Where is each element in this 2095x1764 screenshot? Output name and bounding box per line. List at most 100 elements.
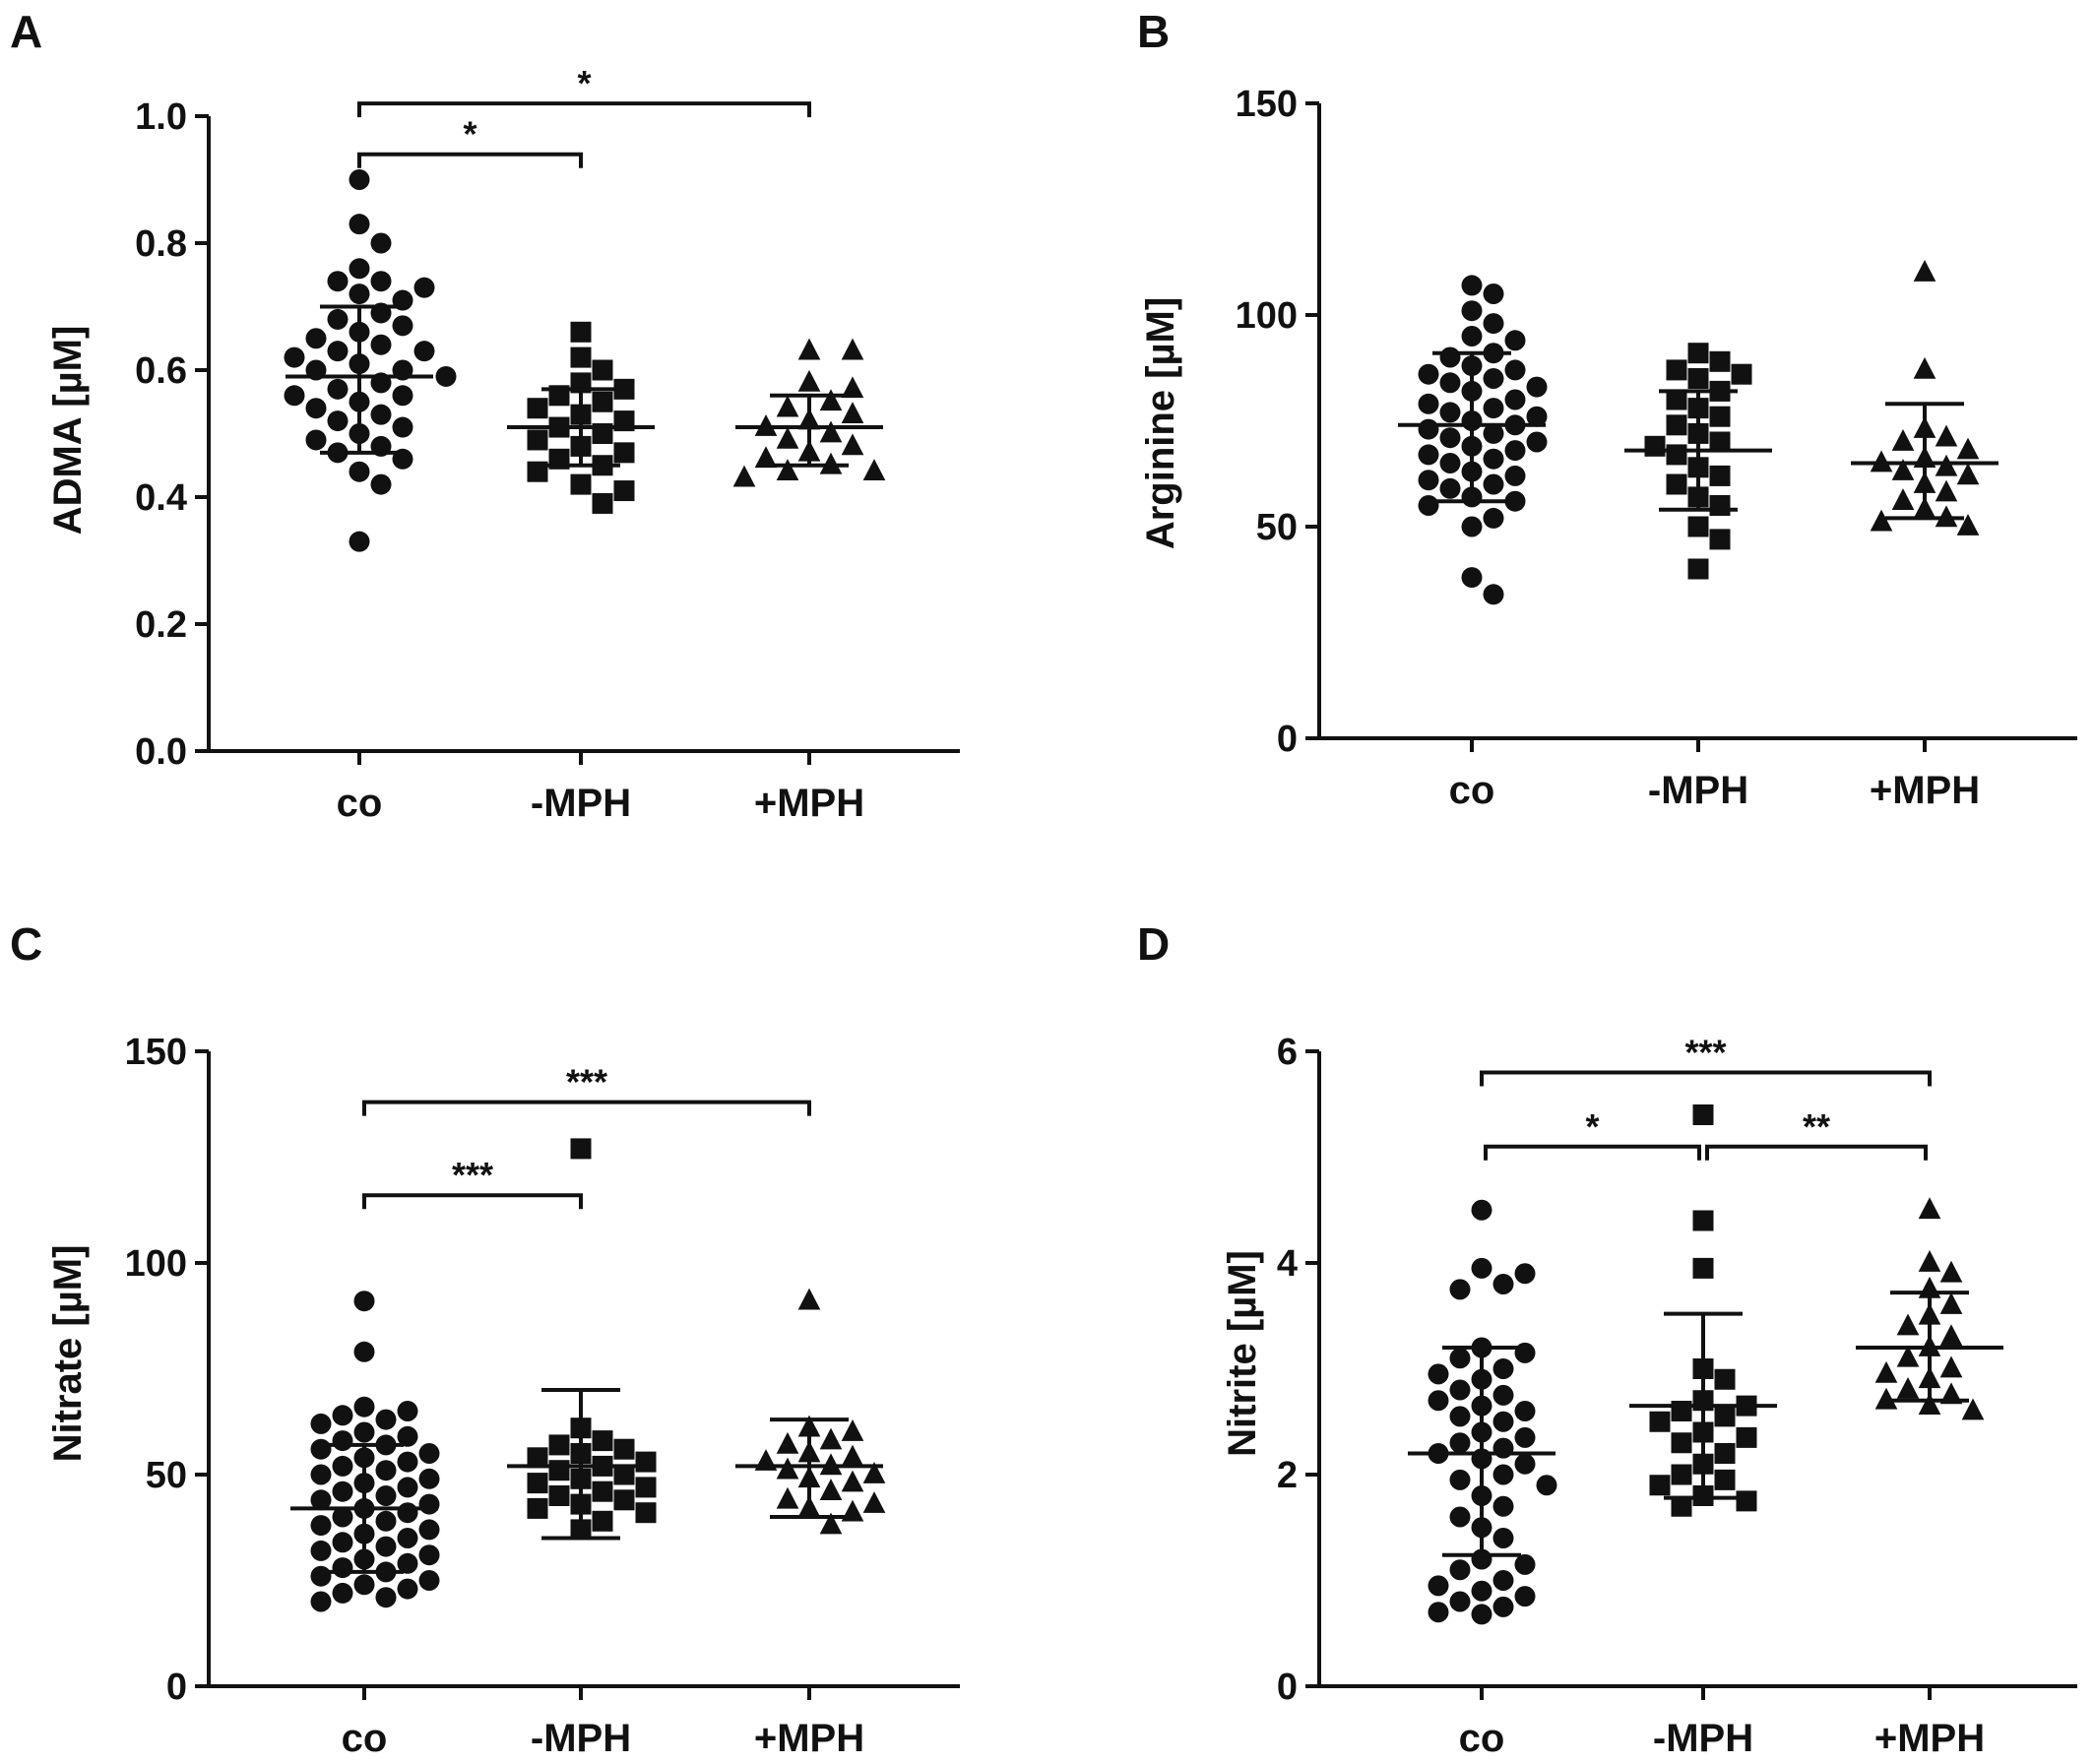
data-point-square <box>635 1451 657 1473</box>
x-tick-label: co <box>1459 1717 1505 1760</box>
data-point-circle <box>397 1451 418 1473</box>
data-point-circle <box>332 1532 353 1553</box>
data-point-circle <box>1418 363 1439 385</box>
data-point-circle <box>370 404 392 425</box>
data-point-square <box>1709 406 1731 427</box>
data-point-triangle <box>1913 356 1936 379</box>
data-point-triangle <box>1939 1324 1963 1347</box>
data-point-circle <box>1492 1411 1514 1432</box>
data-point-circle <box>349 258 370 280</box>
data-point-square <box>613 480 635 502</box>
data-point-circle <box>1483 422 1504 444</box>
significance-label: *** <box>1684 1033 1726 1073</box>
data-point-circle <box>418 1544 440 1566</box>
data-point-square <box>613 378 635 400</box>
data-point-triangle <box>819 1453 843 1476</box>
data-point-triangle <box>1956 513 1980 536</box>
data-point-circle <box>353 1421 375 1443</box>
data-point-square <box>527 398 548 419</box>
data-point-triangle <box>841 376 864 399</box>
data-point-circle <box>1492 1358 1514 1379</box>
data-point-square <box>592 359 613 381</box>
significance-label: *** <box>566 1062 607 1102</box>
data-point-circle <box>1418 418 1439 440</box>
data-point-circle <box>1418 444 1439 466</box>
data-point-square <box>1709 350 1731 372</box>
x-tick-label: co <box>1449 769 1495 812</box>
plot-area-a: 0.0 0.2 0.4 0.6 0.8 1.0 co -MPH +MPH * * <box>135 63 960 825</box>
data-point-triangle <box>841 338 864 360</box>
data-point-circle <box>375 1460 397 1481</box>
data-point-triangle <box>862 1491 886 1513</box>
data-point-square <box>1666 473 1687 495</box>
data-point-triangle <box>1939 1260 1963 1283</box>
data-point-circle <box>332 1430 353 1452</box>
y-axis-label-b: Arginine [µM] <box>1139 297 1182 549</box>
data-point-circle <box>370 334 392 355</box>
data-point-circle <box>353 1574 375 1596</box>
data-point-circle <box>1514 1586 1536 1607</box>
data-point-circle <box>332 1557 353 1579</box>
data-point-square <box>1644 435 1666 457</box>
data-point-square <box>613 1438 635 1460</box>
x-tick-label: -MPH <box>531 1717 631 1760</box>
significance-bracket <box>1705 1144 1928 1161</box>
data-point-circle <box>370 271 392 292</box>
data-point-circle <box>397 1477 418 1498</box>
data-point-triangle <box>1870 509 1893 532</box>
data-point-triangle <box>1896 1345 1920 1367</box>
data-point-triangle <box>1891 428 1915 451</box>
data-point-circle <box>332 1582 353 1604</box>
data-point-circle <box>1439 346 1461 368</box>
data-point-circle <box>1471 1604 1492 1625</box>
data-point-triangle <box>841 1418 864 1441</box>
data-point-square <box>570 346 592 368</box>
data-point-triangle <box>1913 259 1936 282</box>
data-point-square <box>1692 1257 1714 1279</box>
data-point-circle <box>1492 1274 1514 1294</box>
data-point-circle <box>1461 567 1483 589</box>
panel-letter-a: A <box>10 6 42 57</box>
data-point-square <box>1736 1426 1757 1448</box>
data-point-square <box>1666 389 1687 410</box>
data-point-triangle <box>841 402 864 423</box>
data-point-circle <box>1439 453 1461 473</box>
data-point-circle <box>349 214 370 235</box>
data-point-circle <box>1492 1528 1514 1548</box>
panel-b: B Arginine [µM] 0 50 100 150 co -MPH +MPH <box>1137 6 2077 812</box>
data-point-circle <box>327 410 349 432</box>
data-point-triangle <box>819 1427 843 1450</box>
y-tick-label: 0.8 <box>135 223 187 265</box>
data-point-circle <box>397 1578 418 1600</box>
data-point-triangle <box>797 338 821 360</box>
data-point-circle <box>1483 507 1504 529</box>
data-point-circle <box>1418 495 1439 516</box>
data-point-square <box>1671 1495 1692 1517</box>
data-point-circle <box>1504 490 1526 512</box>
data-point-square <box>592 1430 613 1452</box>
data-point-circle <box>375 1485 397 1506</box>
data-point-circle <box>1439 427 1461 449</box>
significance-label: ** <box>1803 1106 1830 1147</box>
data-point-circle <box>1483 448 1504 470</box>
data-point-circle <box>370 473 392 495</box>
data-point-triangle <box>754 414 778 436</box>
y-axis-label-d: Nitrite [µM] <box>1221 1250 1264 1457</box>
data-point-square <box>548 1485 570 1506</box>
data-point-circle <box>413 277 435 298</box>
data-point-circle <box>1418 393 1439 414</box>
data-point-square <box>635 1502 657 1524</box>
y-tick-label: 0 <box>1277 719 1298 760</box>
data-point-circle <box>1492 1596 1514 1617</box>
data-point-circle <box>1471 1199 1492 1221</box>
data-point-square <box>527 1473 548 1494</box>
data-point-triangle <box>1935 424 1958 447</box>
data-point-square <box>1692 1210 1714 1231</box>
data-point-square <box>1687 368 1709 389</box>
data-point-circle <box>327 308 349 330</box>
data-point-circle <box>310 1515 332 1537</box>
data-point-triangle <box>776 395 799 417</box>
data-point-circle <box>1449 1406 1471 1427</box>
data-point-circle <box>1471 1257 1492 1279</box>
